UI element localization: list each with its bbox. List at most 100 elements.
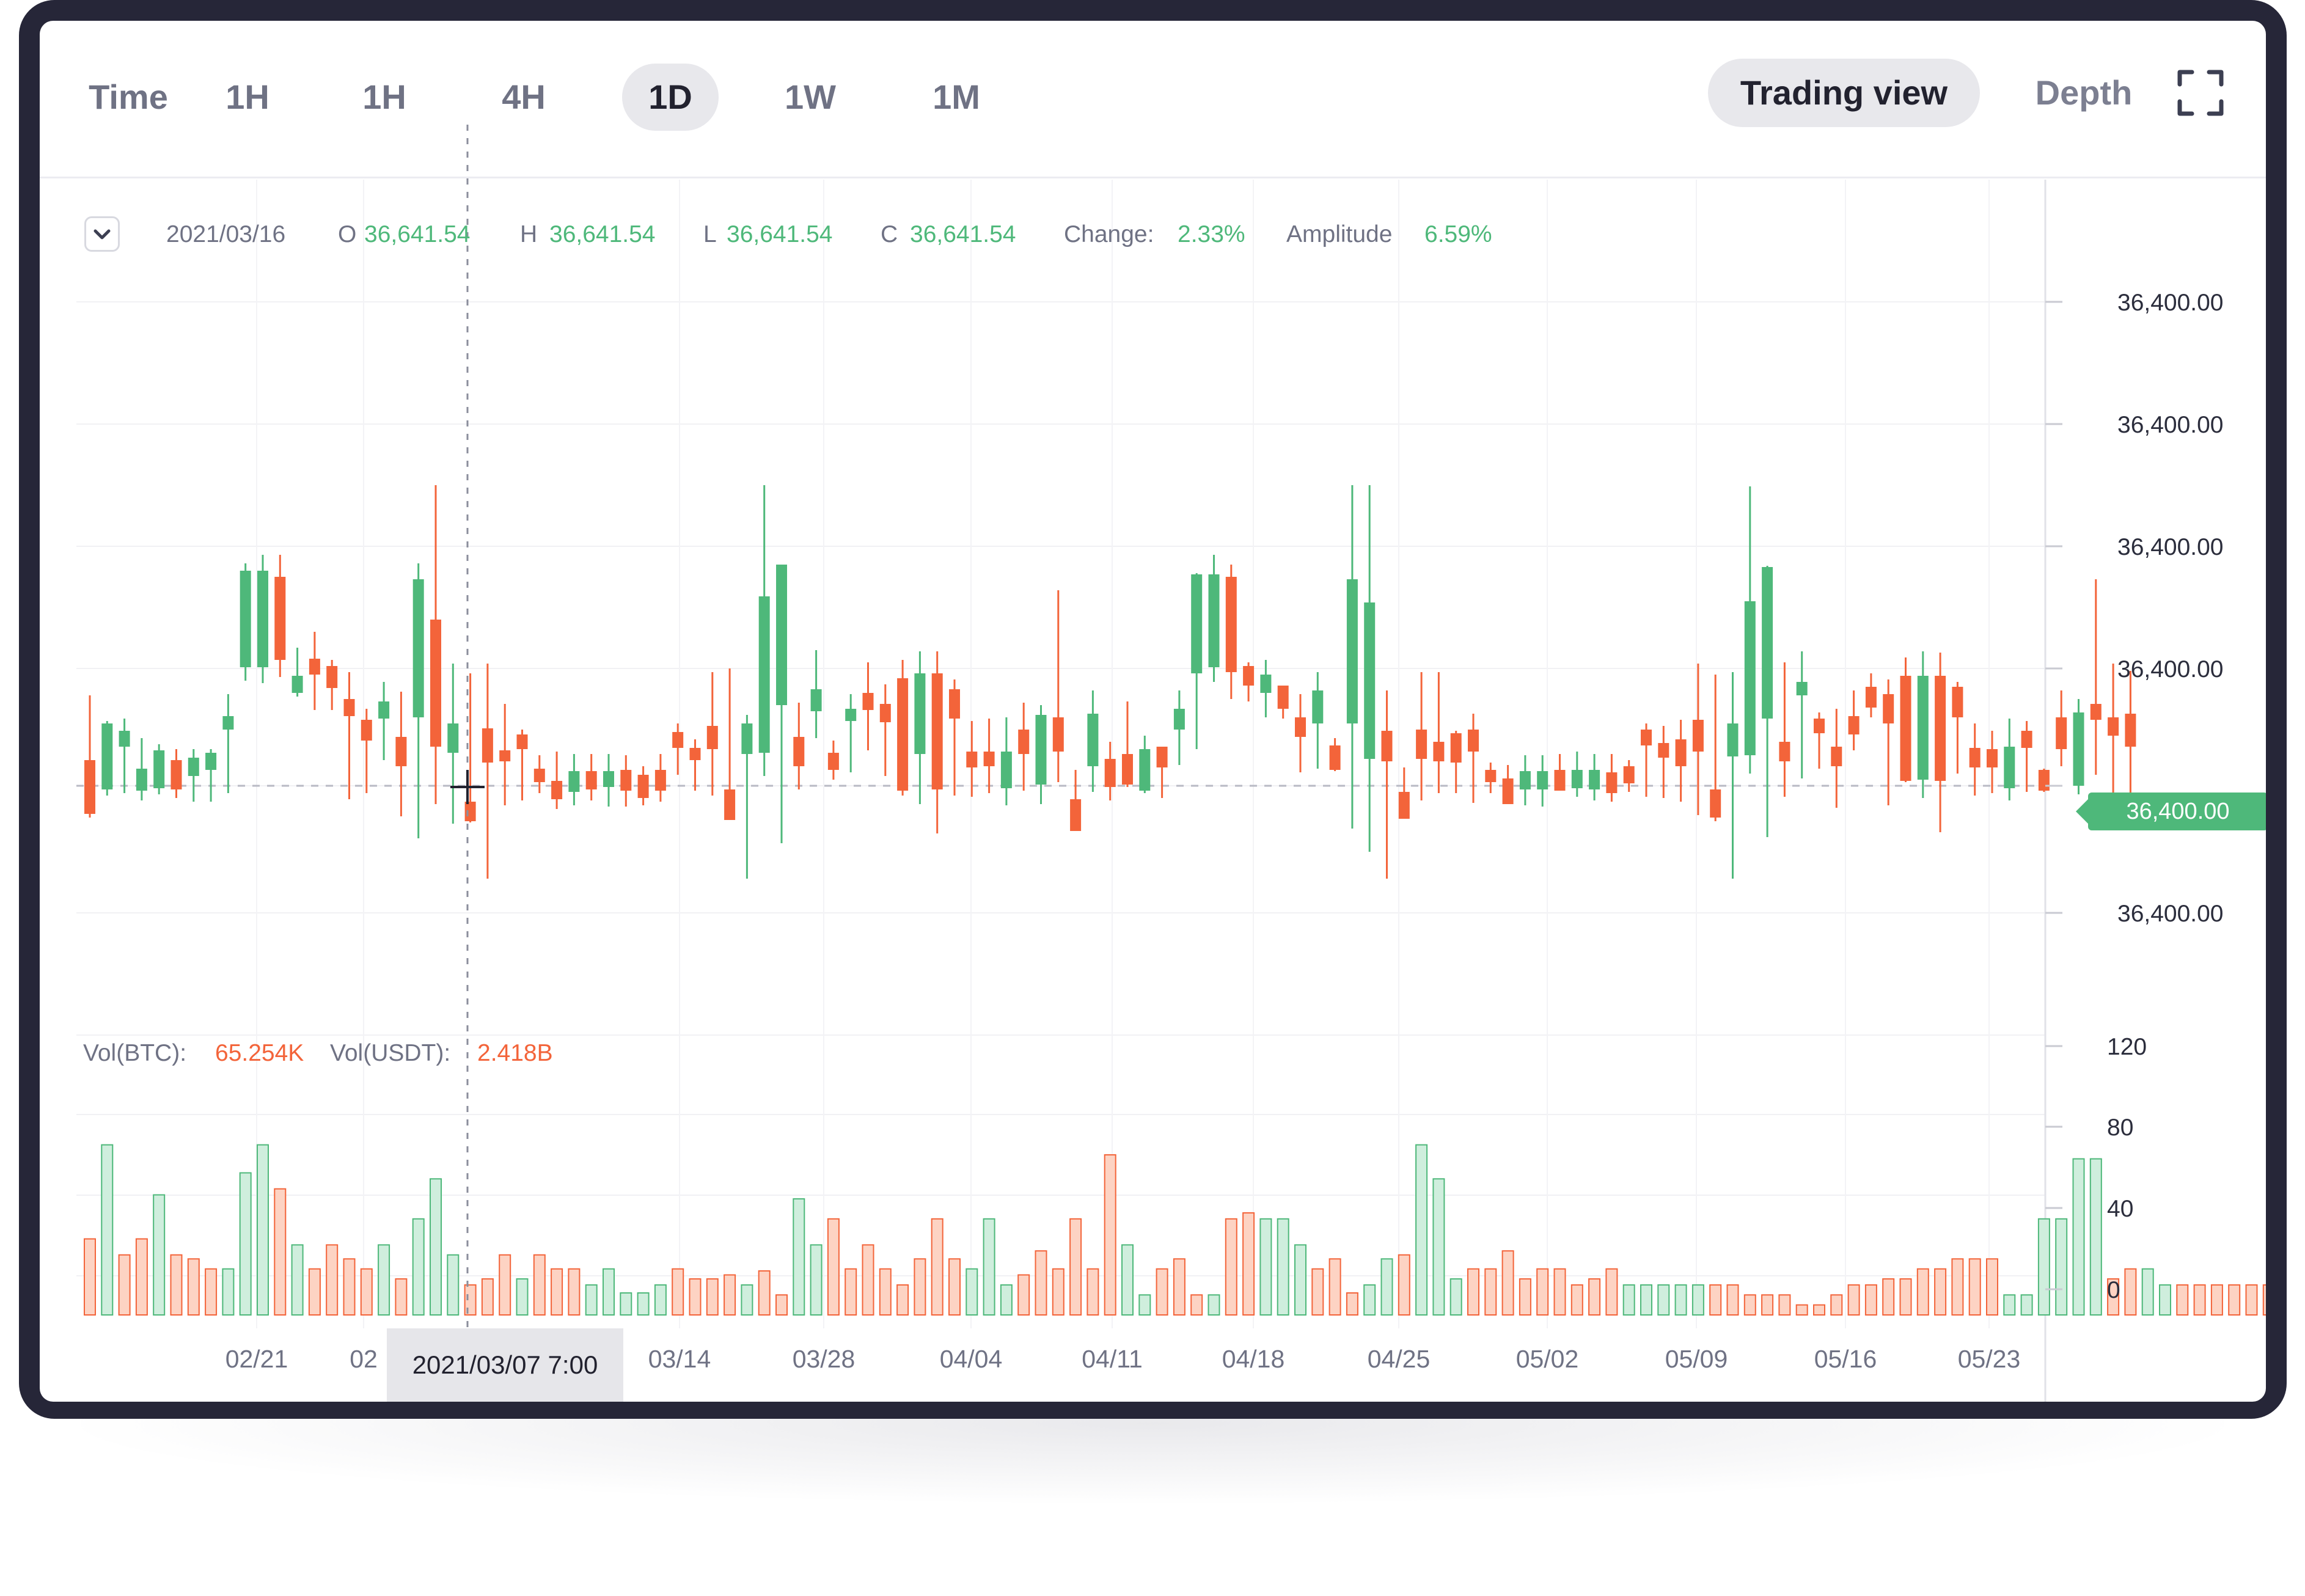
volume-bar xyxy=(724,1274,736,1316)
volume-bar xyxy=(896,1284,909,1316)
candle-body xyxy=(1173,709,1185,730)
price-tick-label: 36,400.00 xyxy=(2117,412,2224,438)
candle xyxy=(395,692,407,816)
candle xyxy=(810,650,822,738)
price-tick-label: 36,400.00 xyxy=(2117,901,2224,927)
crosshair-cursor xyxy=(450,770,485,804)
volume-bar xyxy=(1415,1144,1428,1316)
candle-body xyxy=(1035,715,1047,785)
chart-canvas[interactable]: 36,400.00 36,400.00 36,400.00 36,400.00 36,4… xyxy=(40,21,2266,1402)
candle-body xyxy=(1779,742,1790,761)
trading-view-button[interactable]: Trading view xyxy=(1708,59,1980,127)
depth-button[interactable]: Depth xyxy=(2035,73,2133,112)
volume-bar xyxy=(1743,1294,1756,1316)
volume-tick-label: 120 xyxy=(2107,1034,2147,1060)
price-axis: 36,400.00 36,400.00 36,400.00 36,400.00 36,4… xyxy=(2045,290,2224,927)
candle xyxy=(568,754,580,805)
volume-bar xyxy=(620,1292,632,1316)
candle-body xyxy=(966,752,978,767)
timeframe-1d-button[interactable]: 1D xyxy=(622,64,719,131)
candle-body xyxy=(274,577,286,660)
candle-body xyxy=(1519,771,1531,789)
volume-bar xyxy=(2089,1158,2102,1316)
candlestick-series xyxy=(84,485,2136,879)
volume-bar xyxy=(2176,1284,2189,1316)
candle xyxy=(672,723,684,775)
volume-bar xyxy=(360,1268,373,1316)
collapse-legend-button[interactable] xyxy=(84,216,120,252)
candle xyxy=(257,555,268,683)
candle xyxy=(188,749,199,802)
candle-body xyxy=(1762,567,1773,719)
volume-bar xyxy=(1519,1278,1531,1316)
open-value: 36,641.54 xyxy=(364,221,471,247)
volume-bar xyxy=(1622,1284,1635,1316)
candle xyxy=(1381,690,1393,879)
volume-bar xyxy=(2159,1284,2171,1316)
candle xyxy=(1606,754,1618,802)
volume-bar xyxy=(1259,1218,1272,1316)
volume-tick-label: 80 xyxy=(2107,1115,2133,1141)
candle-body xyxy=(378,701,390,719)
candle-body xyxy=(741,723,753,754)
candle-body xyxy=(153,750,165,788)
volume-bar xyxy=(741,1284,753,1316)
candle-body xyxy=(1122,754,1133,785)
candle-body xyxy=(395,737,407,766)
timeframe-1h-button[interactable]: 1H xyxy=(225,78,269,116)
candle-body xyxy=(620,770,632,791)
candle-body xyxy=(931,673,943,789)
volume-bar xyxy=(1311,1268,1324,1316)
candle-body xyxy=(1848,716,1860,734)
candle-body xyxy=(1052,717,1064,752)
volume-bar xyxy=(1035,1250,1047,1316)
candle xyxy=(378,682,390,760)
price-tick-label: 36,400.00 xyxy=(2117,534,2224,560)
candle-body xyxy=(1000,752,1012,788)
candle-body xyxy=(1589,770,1600,789)
timeframe-label-time[interactable]: Time xyxy=(89,78,168,116)
volume-bar xyxy=(1674,1284,1687,1316)
candle-body xyxy=(2038,770,2050,791)
candle-body xyxy=(205,753,217,770)
candle-body xyxy=(533,769,545,782)
volume-bar xyxy=(568,1268,581,1316)
volume-bar xyxy=(1467,1268,1479,1316)
candle-body xyxy=(758,596,770,753)
candle xyxy=(2021,721,2032,792)
timeframe-1h-button-2[interactable]: 1H xyxy=(362,78,406,116)
volume-bar xyxy=(222,1268,235,1316)
candle xyxy=(1641,723,1652,797)
candle xyxy=(845,694,857,772)
change-value: 2.33% xyxy=(1178,221,1245,247)
current-price-tag: 36,400.00 xyxy=(2076,793,2266,830)
volume-bar xyxy=(758,1270,771,1316)
volume-bar xyxy=(2003,1294,2016,1316)
candle-body xyxy=(1364,602,1376,759)
volume-bar xyxy=(153,1194,166,1316)
timeframe-1m-button[interactable]: 1M xyxy=(933,78,980,116)
candle xyxy=(2056,690,2067,766)
candle xyxy=(1468,714,1479,803)
candle-body xyxy=(1900,676,1911,781)
candle xyxy=(1848,690,1860,750)
candle-body xyxy=(1208,574,1220,667)
timeframe-1w-button[interactable]: 1W xyxy=(785,78,836,116)
candle xyxy=(1104,742,1116,800)
candle xyxy=(741,715,753,879)
volume-bar xyxy=(1225,1218,1237,1316)
candle xyxy=(1364,485,1376,852)
volume-bar xyxy=(1398,1254,1410,1316)
volume-bar xyxy=(516,1278,529,1316)
volume-bar xyxy=(1968,1258,1981,1316)
candle xyxy=(101,721,113,796)
candle-body xyxy=(2004,747,2015,788)
timeframe-4h-button[interactable]: 4H xyxy=(502,78,546,116)
candle-body xyxy=(1277,686,1289,709)
candle-body xyxy=(101,723,113,789)
volume-bar xyxy=(326,1244,339,1316)
fullscreen-icon[interactable] xyxy=(2177,70,2224,116)
volume-axis: 120 80 40 0 xyxy=(2045,1034,2147,1303)
volume-bar xyxy=(499,1254,511,1316)
candle xyxy=(1952,682,1963,774)
